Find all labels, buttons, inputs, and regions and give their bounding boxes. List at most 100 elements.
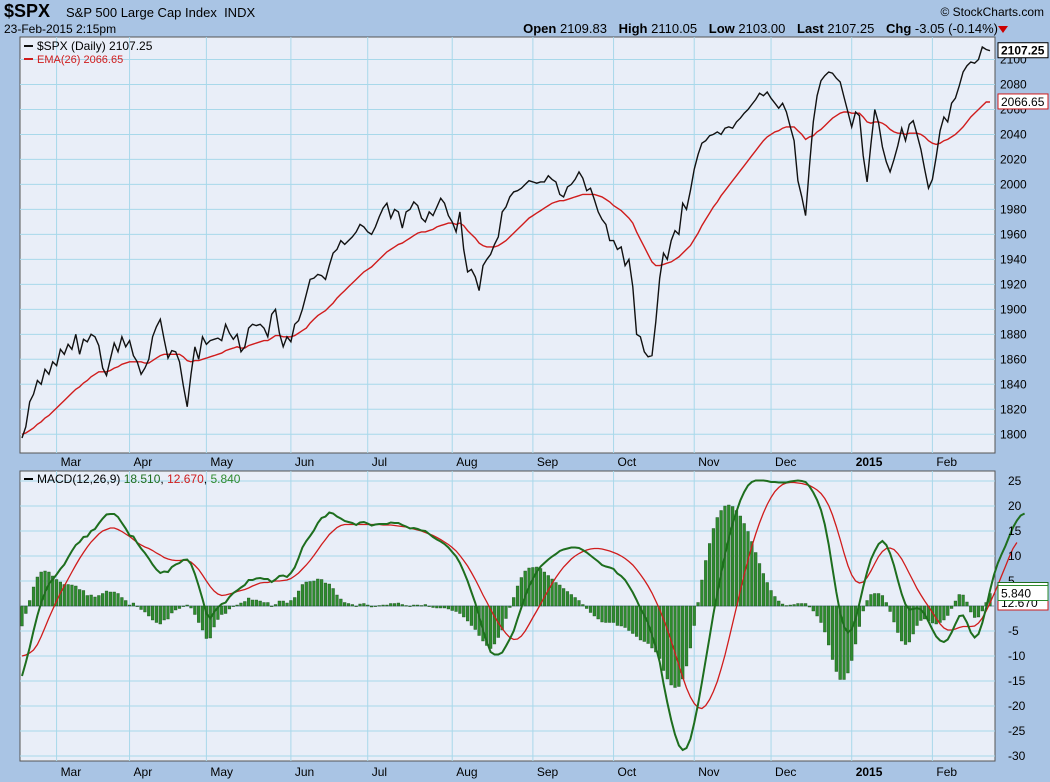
- x-tick-label-top: Aug: [456, 455, 477, 469]
- histogram-bar: [93, 596, 97, 607]
- histogram-bar: [316, 578, 320, 607]
- histogram-bar: [323, 582, 328, 607]
- low-value: 2103.00: [738, 21, 786, 36]
- histogram-bar: [869, 594, 873, 607]
- histogram-bar: [408, 605, 412, 607]
- x-tick-label-bottom: Nov: [698, 765, 719, 779]
- histogram-bar: [51, 575, 55, 607]
- histogram-bar: [907, 605, 911, 643]
- histogram-bar: [861, 605, 865, 612]
- price-legend-label: $SPX (Daily) 2107.25: [37, 39, 153, 53]
- histogram-bar: [116, 593, 120, 607]
- open-value: 2109.83: [559, 21, 607, 36]
- brand-link[interactable]: © StockCharts.com: [940, 5, 1044, 19]
- histogram-bar: [815, 605, 819, 617]
- histogram-bar: [197, 605, 201, 623]
- ema-line: [21, 101, 990, 435]
- histogram-bar: [216, 605, 220, 620]
- histogram-bar: [362, 603, 366, 607]
- x-tick-label-bottom: Dec: [775, 765, 796, 779]
- histogram-bar: [596, 605, 600, 620]
- histogram-bar: [754, 552, 758, 607]
- macd-tick-label: 15: [1008, 524, 1022, 538]
- histogram-bar: [658, 605, 662, 659]
- histogram-bar: [227, 605, 232, 610]
- histogram-bar: [535, 566, 539, 607]
- histogram-bar: [250, 599, 255, 607]
- macd-legend-signal-value: 12.670: [167, 472, 204, 486]
- histogram-bar: [185, 604, 189, 607]
- histogram-bar: [335, 594, 339, 607]
- histogram-bar: [81, 590, 86, 607]
- histogram-bar: [78, 589, 82, 607]
- histogram-bar: [427, 605, 431, 607]
- histogram-bar: [404, 605, 408, 607]
- histogram-bar: [888, 605, 892, 612]
- histogram-bar: [343, 602, 347, 607]
- histogram-bar: [385, 604, 389, 607]
- histogram-bar: [381, 604, 385, 607]
- histogram-bar: [320, 579, 324, 607]
- histogram-bar: [512, 597, 516, 607]
- histogram-bar: [293, 597, 297, 607]
- histogram-bar: [442, 605, 447, 609]
- histogram-bar: [239, 602, 243, 607]
- histogram-bar: [961, 594, 965, 607]
- histogram-bar: [231, 605, 235, 607]
- histogram-bar: [938, 605, 942, 623]
- index-name: S&P 500 Large Cap Index INDX: [66, 5, 255, 20]
- histogram-bar: [143, 605, 147, 613]
- histogram-bar: [711, 528, 716, 607]
- histogram-bar: [719, 510, 723, 607]
- histogram-bar: [592, 605, 596, 617]
- histogram-bar: [957, 594, 961, 607]
- histogram-bar: [823, 605, 827, 633]
- histogram-bar: [903, 605, 908, 645]
- histogram-bar: [731, 506, 735, 607]
- histogram-bar: [354, 605, 358, 607]
- histogram-bar: [796, 603, 800, 607]
- x-tick-label-top: Sep: [537, 455, 559, 469]
- histogram-bar: [458, 605, 462, 614]
- histogram-bar: [393, 603, 397, 607]
- histogram-bar: [784, 605, 788, 607]
- histogram-bar: [412, 604, 416, 607]
- histogram-bar: [569, 594, 573, 607]
- histogram-bar: [976, 605, 981, 618]
- histogram-bar: [673, 605, 677, 688]
- histogram-bar: [266, 602, 270, 607]
- quote-bar: Open 2109.83 High 2110.05 Low 2103.00 La…: [523, 21, 998, 36]
- x-tick-label-top: Apr: [134, 455, 153, 469]
- histogram-bar: [738, 515, 742, 607]
- histogram-bar: [431, 605, 435, 608]
- histogram-bar: [416, 604, 420, 607]
- histogram-bar: [208, 605, 212, 639]
- price-tick-label: 1860: [1000, 352, 1027, 366]
- histogram-bar: [865, 600, 869, 607]
- histogram-bar: [97, 595, 101, 607]
- histogram-bar: [873, 593, 877, 607]
- high-label: High: [618, 21, 648, 36]
- histogram-bar: [538, 568, 543, 607]
- histogram-bar: [101, 593, 105, 607]
- histogram-bar: [884, 602, 888, 607]
- histogram-bar: [980, 605, 984, 612]
- histogram-bar: [47, 571, 51, 607]
- histogram-bar: [542, 571, 546, 607]
- price-tick-label: 1940: [1000, 252, 1027, 266]
- histogram-bar: [965, 601, 969, 607]
- x-tick-label-top: Oct: [618, 455, 637, 469]
- histogram-bar: [765, 582, 769, 607]
- histogram-bar: [727, 504, 731, 607]
- macd-line: [21, 479, 1026, 752]
- histogram-bar: [346, 603, 351, 607]
- histogram-bar: [515, 585, 520, 607]
- histogram-bar: [734, 510, 739, 607]
- histogram-bar: [508, 605, 512, 608]
- histogram-bar: [489, 605, 493, 649]
- histogram-bar: [696, 602, 700, 607]
- hist-value-tag-box: [997, 585, 1049, 601]
- down-triangle-icon: [998, 26, 1008, 33]
- histogram-bar: [788, 604, 792, 607]
- histogram-bar: [270, 605, 274, 607]
